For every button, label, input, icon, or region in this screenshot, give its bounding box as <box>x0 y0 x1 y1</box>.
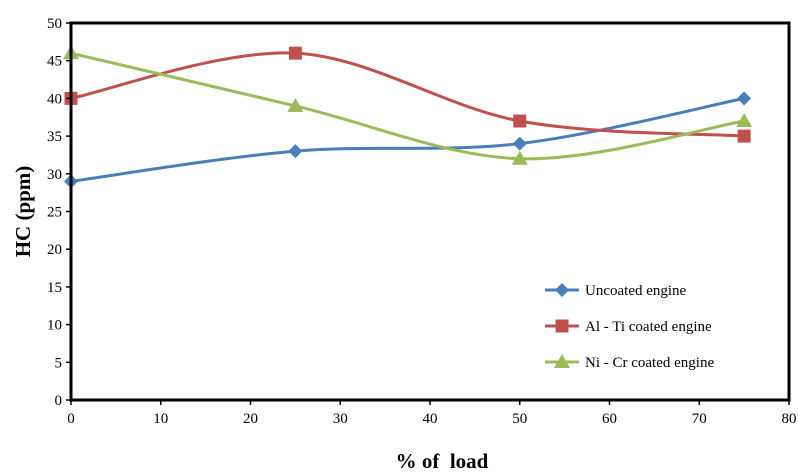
y-tick-label: 45 <box>47 54 62 70</box>
legend-item: Uncoated engine <box>545 283 687 299</box>
x-tick-label: 70 <box>692 411 707 427</box>
data-point <box>288 46 302 60</box>
x-tick-label: 50 <box>512 411 527 427</box>
y-tick-label: 0 <box>55 393 63 409</box>
legend-marker <box>554 354 570 368</box>
x-tick-label: 10 <box>153 411 168 427</box>
legend-item: Al - Ti coated engine <box>545 319 712 335</box>
y-tick-label: 35 <box>47 129 62 145</box>
x-tick-label: 30 <box>333 411 348 427</box>
x-tick-label: 0 <box>67 411 75 427</box>
x-axis-ticks: 0 10 20 30 40 50 60 70 80 <box>67 400 797 427</box>
y-tick-label: 20 <box>47 242 62 258</box>
series-line <box>70 51 745 138</box>
series-line <box>70 51 745 161</box>
data-point <box>513 114 527 128</box>
legend-label: Ni - Cr coated engine <box>585 355 714 371</box>
legend: Uncoated engine Al - Ti coated engine Ni -… <box>545 283 714 371</box>
legend-marker <box>555 283 569 297</box>
legend-label: Al - Ti coated engine <box>585 319 712 335</box>
x-tick-label: 80 <box>782 411 797 427</box>
y-axis-ticks: 0 5 10 15 20 25 30 35 40 45 50 <box>47 16 71 409</box>
legend-label: Uncoated engine <box>585 283 687 299</box>
data-point <box>737 91 752 106</box>
y-axis-title: HC (ppm) <box>11 166 35 258</box>
x-tick-label: 20 <box>243 411 258 427</box>
y-tick-label: 25 <box>47 205 62 221</box>
data-point <box>288 144 303 159</box>
x-axis-title: % of load <box>396 449 489 473</box>
y-tick-label: 5 <box>55 355 63 371</box>
data-point <box>737 129 751 143</box>
y-tick-label: 40 <box>47 91 62 107</box>
x-tick-label: 40 <box>423 411 438 427</box>
y-tick-label: 50 <box>47 16 62 32</box>
y-tick-label: 10 <box>47 318 62 334</box>
series-2 <box>64 46 751 143</box>
series-line <box>70 96 745 183</box>
data-point <box>511 150 528 165</box>
y-tick-label: 30 <box>47 167 62 183</box>
data-point <box>287 97 304 112</box>
series-layer <box>63 45 753 189</box>
legend-marker <box>555 319 569 333</box>
data-point <box>736 113 753 128</box>
x-tick-label: 60 <box>602 411 617 427</box>
y-tick-label: 15 <box>47 280 62 296</box>
data-point <box>512 136 527 151</box>
legend-item: Ni - Cr coated engine <box>545 354 714 371</box>
